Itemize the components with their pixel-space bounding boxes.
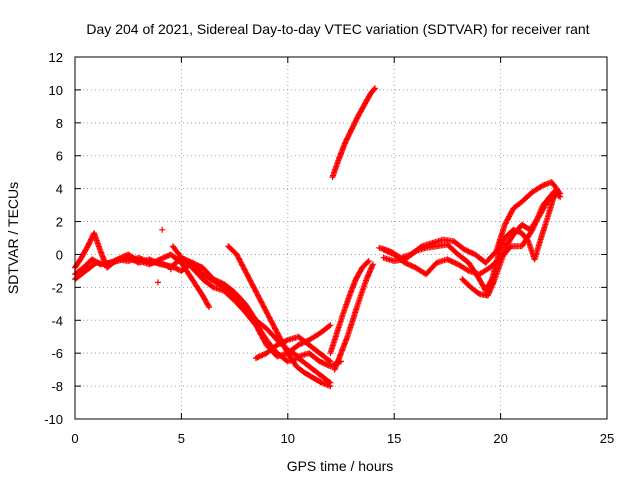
series-track-9 (327, 258, 372, 357)
x-tick-label: 25 (600, 431, 614, 446)
data-point-markers (225, 243, 334, 390)
axis-ticks: 0 5 10 15 20 25 -10 -8 -6 -4 -2 0 2 4 6 8 10 12 (44, 50, 614, 446)
data-point-markers (72, 254, 344, 370)
data-point-markers (459, 192, 559, 299)
data-points (72, 85, 564, 390)
y-tick-label: 10 (49, 83, 63, 98)
series-track-8 (331, 261, 376, 373)
y-axis-label: SDTVAR / TECUs (5, 182, 21, 294)
x-axis-label: GPS time / hours (287, 458, 394, 474)
series-track-6 (252, 333, 334, 365)
data-point-markers (327, 258, 372, 357)
series-track-13 (459, 192, 559, 299)
y-tick-label: 0 (56, 247, 63, 262)
data-point-markers (380, 193, 557, 294)
y-tick-label: -6 (51, 346, 63, 361)
y-tick-label: 8 (56, 116, 63, 131)
series-track-3 (72, 254, 344, 370)
x-tick-label: 20 (493, 431, 507, 446)
y-tick-label: 2 (56, 215, 63, 230)
data-point-markers (72, 230, 213, 311)
y-tick-label: -4 (51, 313, 63, 328)
data-point-markers (331, 261, 376, 373)
y-tick-label: 4 (56, 182, 63, 197)
x-tick-label: 10 (281, 431, 295, 446)
y-tick-label: 12 (49, 50, 63, 65)
y-tick-label: -10 (44, 412, 63, 427)
series-track-12 (380, 193, 557, 294)
data-point-markers (155, 226, 174, 286)
series-track-4 (225, 243, 334, 390)
series-isolated (155, 226, 174, 286)
y-tick-label: 6 (56, 149, 63, 164)
data-point-markers (252, 333, 334, 365)
x-tick-label: 15 (387, 431, 401, 446)
chart-title: Day 204 of 2021, Sidereal Day-to-day VTE… (86, 21, 589, 37)
x-tick-label: 0 (71, 431, 78, 446)
plot-frame (74, 56, 608, 420)
series-track-7 (329, 85, 378, 181)
y-tick-label: -2 (51, 280, 63, 295)
y-tick-label: -8 (51, 379, 63, 394)
x-tick-label: 5 (178, 431, 185, 446)
grid-lines (75, 57, 607, 419)
series-track-2 (72, 230, 213, 311)
data-point-markers (329, 85, 378, 181)
